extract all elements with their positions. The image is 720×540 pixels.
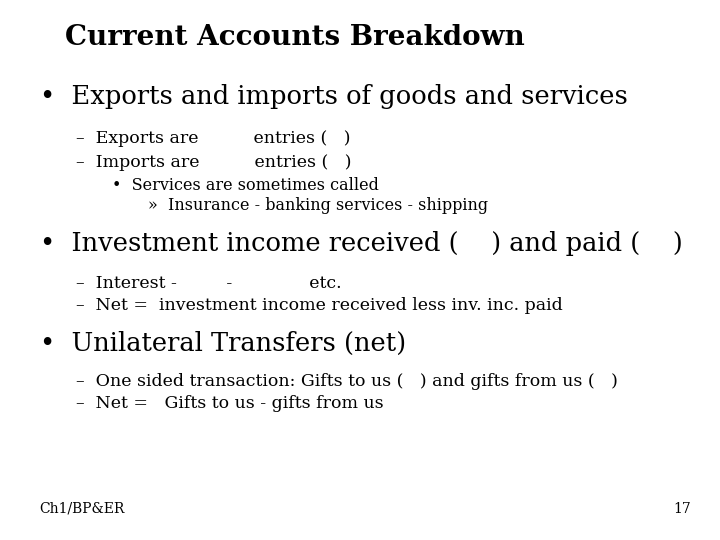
Text: •  Services are sometimes called: • Services are sometimes called: [112, 177, 379, 194]
Text: •  Unilateral Transfers (net): • Unilateral Transfers (net): [40, 331, 406, 356]
Text: •  Exports and imports of goods and services: • Exports and imports of goods and servi…: [40, 84, 627, 109]
Text: –  Interest -         -              etc.: – Interest - - etc.: [76, 275, 341, 292]
Text: –  One sided transaction: Gifts to us (   ) and gifts from us (   ): – One sided transaction: Gifts to us ( )…: [76, 373, 618, 389]
Text: •  Investment income received (    ) and paid (    ): • Investment income received ( ) and pai…: [40, 231, 683, 256]
Text: »  Insurance - banking services - shipping: » Insurance - banking services - shippin…: [148, 197, 487, 214]
Text: –  Net =  investment income received less inv. inc. paid: – Net = investment income received less …: [76, 297, 562, 314]
Text: –  Imports are          entries (   ): – Imports are entries ( ): [76, 154, 351, 171]
Text: Current Accounts Breakdown: Current Accounts Breakdown: [65, 24, 525, 51]
Text: 17: 17: [673, 502, 691, 516]
Text: –  Exports are          entries (   ): – Exports are entries ( ): [76, 130, 350, 146]
Text: –  Net =   Gifts to us - gifts from us: – Net = Gifts to us - gifts from us: [76, 395, 383, 412]
Text: Ch1/BP&ER: Ch1/BP&ER: [40, 502, 125, 516]
